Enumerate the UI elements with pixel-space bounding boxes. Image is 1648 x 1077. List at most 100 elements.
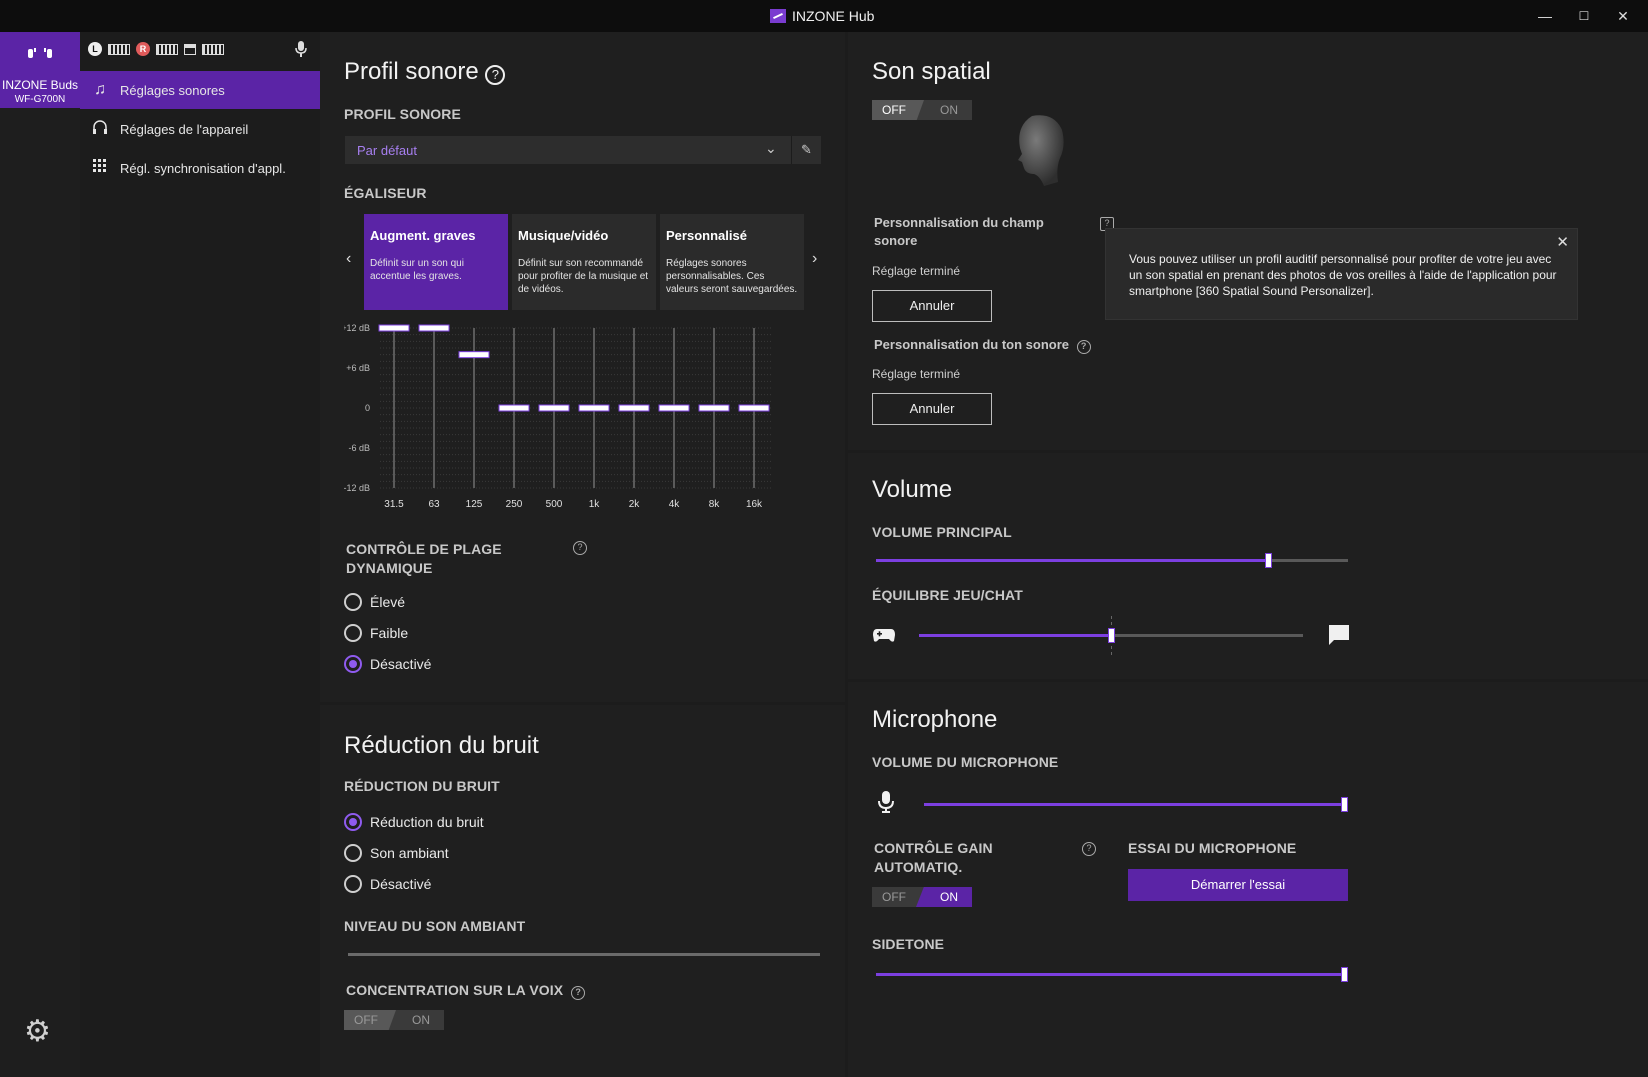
eq-band-handle[interactable]: [378, 324, 410, 332]
sound-profile-title-text: Profil sonore: [344, 58, 479, 85]
tone-cancel-button[interactable]: Annuler: [872, 393, 992, 425]
profile-select[interactable]: Par défaut ⌄ ✎: [345, 136, 821, 164]
noise-option-nc[interactable]: Réduction du bruit: [344, 813, 484, 831]
ambient-level-slider: [348, 953, 820, 956]
eq-preset-desc: Réglages sonores personnalisables. Ces v…: [666, 258, 798, 295]
chevron-down-icon: ⌄: [765, 140, 777, 156]
title-bar: INZONE Hub — ☐ ✕: [0, 0, 1648, 32]
start-mic-test-button[interactable]: Démarrer l'essai: [1128, 869, 1348, 901]
toggle-off-label: OFF: [882, 890, 906, 904]
window-title-text: INZONE Hub: [792, 8, 875, 24]
help-icon[interactable]: ?: [571, 986, 586, 1000]
sidetone-slider[interactable]: [876, 967, 1348, 982]
sound-profile-title: Profil sonore ?: [344, 58, 506, 86]
spatial-toggle[interactable]: OFF ON: [872, 100, 972, 120]
eq-y-label: -12 dB: [344, 483, 370, 493]
close-button[interactable]: ✕: [1617, 8, 1629, 24]
eq-band-label: 8k: [709, 499, 721, 510]
eq-band-label: 125: [466, 499, 483, 510]
microphone-status-icon: [294, 40, 308, 63]
drc-option-high[interactable]: Élevé: [344, 593, 405, 611]
slider-thumb[interactable]: [1341, 967, 1348, 982]
tone-personalization-label: Personnalisation du ton sonore ?: [874, 336, 1091, 354]
volume-title: Volume: [872, 476, 953, 503]
sidebar-item-app-sync[interactable]: Régl. synchronisation d'appl.: [80, 149, 320, 187]
device-name: INZONE Buds: [1, 78, 79, 92]
mic-volume-slider[interactable]: [924, 797, 1348, 812]
radio-label: Élevé: [370, 594, 406, 610]
sidetone-label: SIDETONE: [872, 936, 945, 952]
agc-toggle[interactable]: OFF ON: [872, 887, 972, 907]
help-icon[interactable]: ?: [485, 65, 506, 85]
eq-band-handle[interactable]: [698, 404, 730, 412]
sidebar-item-label: Réglages de l'appareil: [120, 121, 249, 137]
eq-band-label: 63: [428, 499, 440, 510]
toggle-off-label: OFF: [354, 1013, 378, 1027]
tone-personalization-label-text: Personnalisation du ton sonore: [874, 337, 1070, 352]
profile-label: PROFIL SONORE: [344, 106, 461, 122]
sidebar-item-sound-settings[interactable]: ♫ Réglages sonores: [80, 71, 320, 109]
eq-band-handle[interactable]: [738, 404, 770, 412]
balance-slider[interactable]: [919, 628, 1303, 643]
headphones-icon: [80, 119, 120, 140]
help-icon[interactable]: ?: [1082, 842, 1096, 856]
tone-status: Réglage terminé: [872, 367, 961, 381]
toggle-off-label: OFF: [882, 103, 906, 117]
radio-indicator: [344, 655, 362, 673]
help-icon[interactable]: ?: [573, 541, 587, 555]
chevron-left-icon[interactable]: ‹: [346, 250, 352, 267]
sidebar-item-label: Régl. synchronisation d'appl.: [120, 160, 286, 176]
microphone-title: Microphone: [872, 706, 998, 733]
voice-focus-label: CONCENTRATION SUR LA VOIX ?: [346, 982, 586, 1000]
slider-thumb[interactable]: [1108, 628, 1115, 643]
microphone-icon: [877, 791, 895, 818]
slider-thumb[interactable]: [1341, 797, 1348, 812]
eq-y-label: +6 dB: [346, 363, 370, 373]
right-earbud-badge: R: [136, 42, 150, 56]
ambient-level-label: NIVEAU DU SON AMBIANT: [344, 918, 526, 934]
eq-band-handle[interactable]: [578, 404, 610, 412]
radio-indicator: [344, 844, 362, 862]
sidebar-item-device-settings[interactable]: Réglages de l'appareil: [80, 110, 320, 148]
toggle-selection: [872, 100, 924, 120]
window-title: INZONE Hub: [770, 8, 874, 24]
noise-option-ambient[interactable]: Son ambiant: [344, 844, 449, 862]
radio-label: Désactivé: [370, 876, 432, 892]
eq-preset-desc: Définit sur son recommandé pour profiter…: [518, 258, 649, 295]
slider-thumb[interactable]: [1265, 553, 1272, 568]
voice-focus-toggle[interactable]: OFF ON: [344, 1010, 444, 1030]
maximize-button[interactable]: ☐: [1578, 9, 1590, 23]
eq-y-label: 0: [365, 403, 370, 413]
field-cancel-button[interactable]: Annuler: [872, 290, 992, 322]
spatial-tooltip: ✕ Vous pouvez utiliser un profil auditif…: [1105, 228, 1578, 320]
settings-gear-icon[interactable]: ⚙: [24, 1015, 51, 1048]
device-tile[interactable]: INZONE Buds WF-G700N: [0, 32, 80, 108]
eq-band-label: 500: [546, 499, 563, 510]
edit-pencil-icon[interactable]: ✎: [791, 136, 821, 164]
eq-y-label: +12 dB: [344, 323, 370, 333]
left-earbud-badge: L: [88, 42, 102, 56]
eq-band-handle[interactable]: [618, 404, 650, 412]
minimize-button[interactable]: —: [1538, 8, 1552, 24]
radio-label: Désactivé: [370, 656, 432, 672]
toggle-on-label: ON: [940, 890, 958, 904]
close-icon[interactable]: ✕: [1556, 234, 1569, 251]
music-note-icon: ♫: [94, 81, 106, 98]
eq-preset-music-video[interactable]: Musique/vidéo Définit sur son recommandé…: [512, 214, 656, 310]
help-icon[interactable]: ?: [1076, 340, 1091, 354]
eq-band-handle[interactable]: [658, 404, 690, 412]
slider-fill: [924, 803, 1348, 806]
drc-option-low[interactable]: Faible: [344, 624, 408, 642]
eq-band-handle[interactable]: [418, 324, 450, 332]
noise-option-off[interactable]: Désactivé: [344, 875, 431, 893]
equalizer-graph[interactable]: +12 dB +6 dB 0 -6 dB -12 dB 31.5 63 125 250 500 1k…: [344, 320, 824, 525]
eq-preset-bass-boost[interactable]: Augment. graves Définit sur un son qui a…: [364, 214, 508, 310]
eq-band-handle[interactable]: [498, 404, 530, 412]
main-volume-slider[interactable]: [876, 553, 1348, 568]
eq-band-handle[interactable]: [458, 351, 490, 359]
eq-preset-desc: Définit sur un son qui accentue les grav…: [370, 258, 464, 282]
drc-option-off[interactable]: Désactivé: [344, 655, 431, 673]
eq-preset-custom[interactable]: Personnalisé Réglages sonores personnali…: [660, 214, 804, 310]
chevron-right-icon[interactable]: ›: [812, 250, 818, 267]
eq-band-handle[interactable]: [538, 404, 570, 412]
